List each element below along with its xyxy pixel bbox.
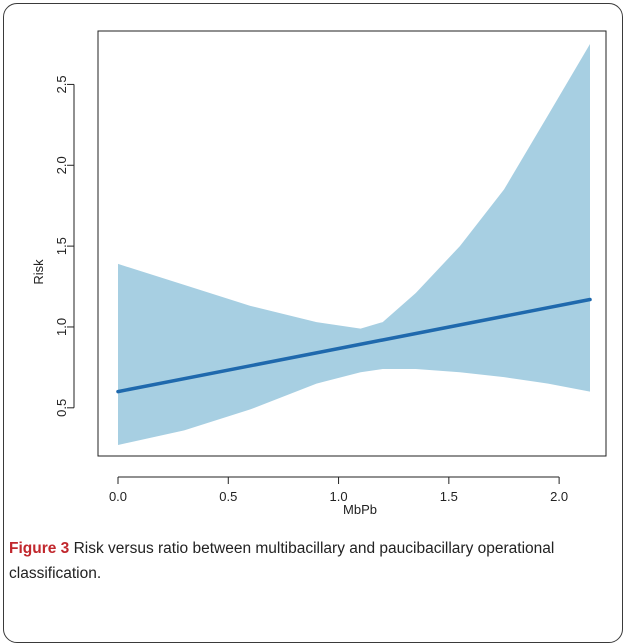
caption-text: Risk versus ratio between multibacillary… xyxy=(9,540,555,582)
y-tick-label: 0.5 xyxy=(54,399,69,417)
y-tick-label: 2.0 xyxy=(54,156,69,174)
x-tick-label: 0.5 xyxy=(219,489,237,504)
y-tick-label: 1.5 xyxy=(54,237,69,255)
x-tick-label: 1.0 xyxy=(330,489,348,504)
x-tick-label: 0.0 xyxy=(109,489,127,504)
y-tick-label: 2.5 xyxy=(54,75,69,93)
risk-chart: 0.0 0.5 1.0 1.5 2.0 0.5 1.0 1.5 2.0 2.5 MbPb Ris… xyxy=(31,30,607,517)
y-axis-title: Risk xyxy=(31,259,46,285)
x-tick-label: 1.5 xyxy=(440,489,458,504)
x-axis-title: MbPb xyxy=(343,502,377,517)
x-tick-label: 2.0 xyxy=(550,489,568,504)
risk-fit-line xyxy=(116,297,592,394)
y-tick-label: 1.0 xyxy=(54,318,69,336)
figure-label: Figure 3 xyxy=(9,540,70,557)
confidence-band xyxy=(118,44,590,445)
plot-area-border xyxy=(97,30,607,457)
figure-caption: Figure 3 Risk versus ratio between multi… xyxy=(9,536,609,586)
